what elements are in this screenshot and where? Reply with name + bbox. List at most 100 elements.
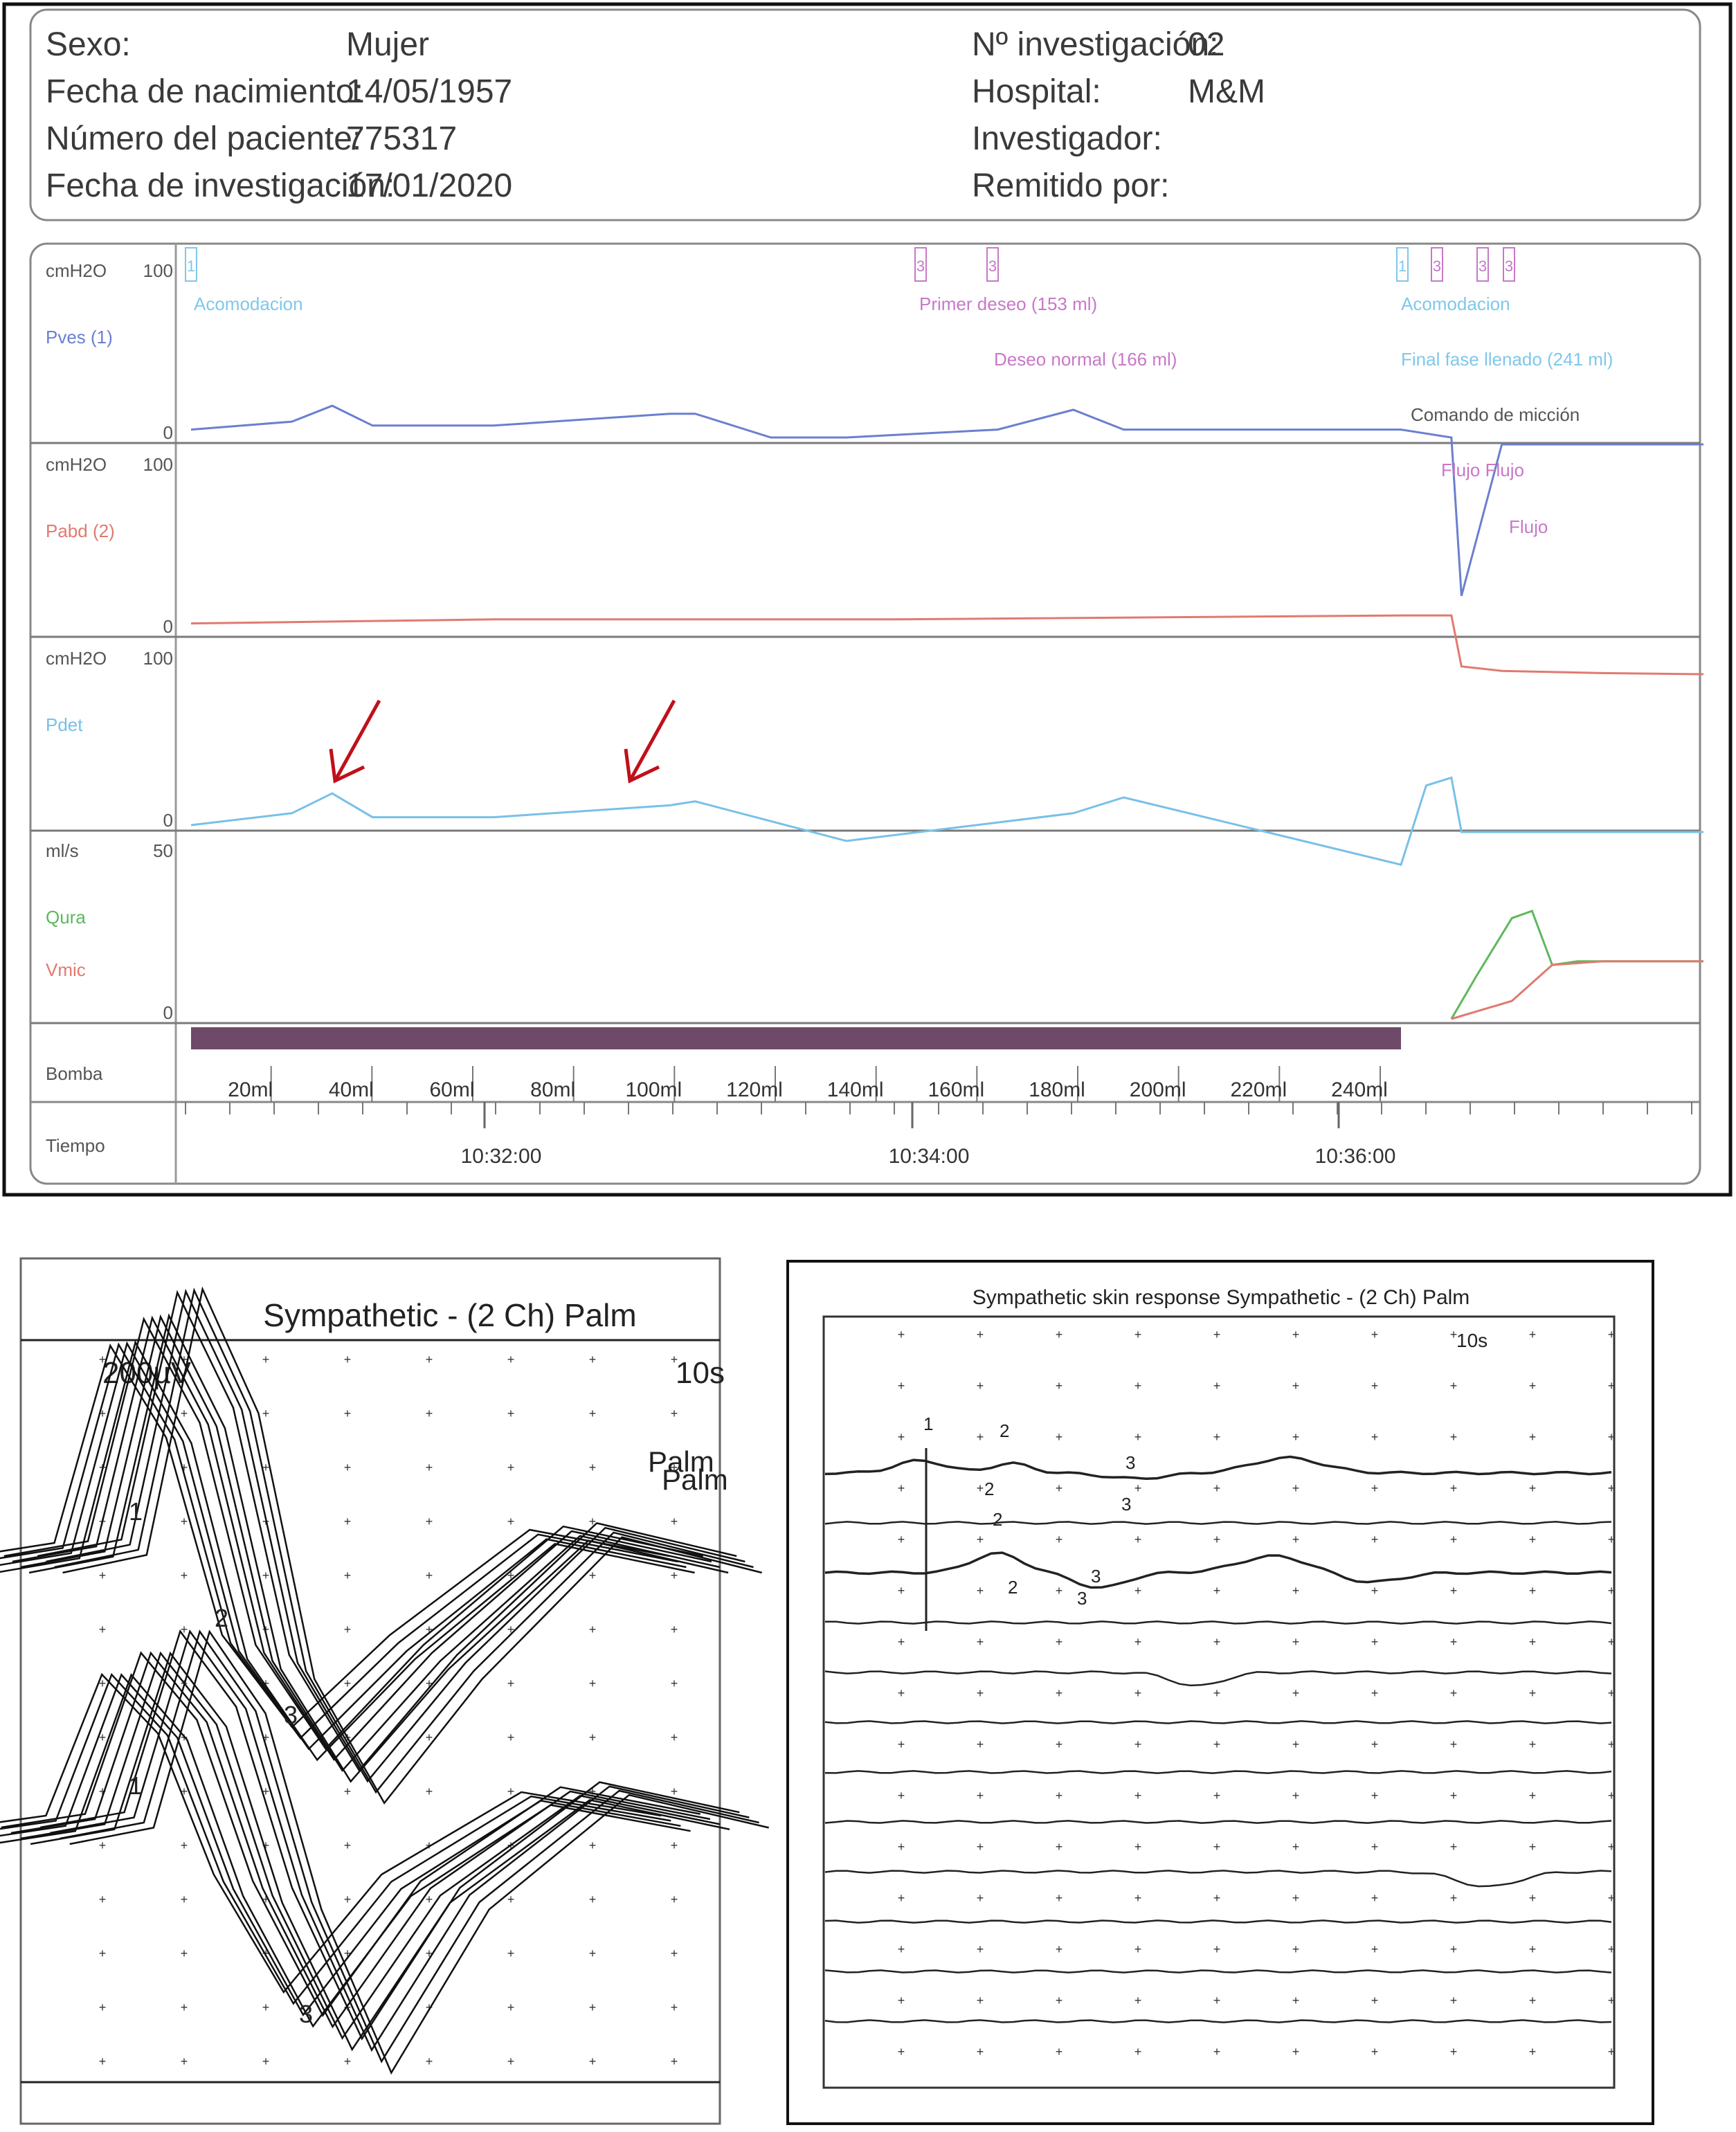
patient-no-label: Número del paciente: (46, 120, 361, 157)
event-accommodation2: Acomodacion (1401, 293, 1510, 314)
grid-dot: + (1134, 1379, 1142, 1393)
event-marker (1503, 247, 1515, 282)
grid-dot: + (671, 1785, 678, 1798)
patient-header-box (29, 8, 1701, 222)
grid-dot: + (507, 1785, 515, 1798)
trace-pves (190, 404, 1703, 597)
grid-dot: + (1292, 1379, 1300, 1393)
overlay-trace-upper (12, 1315, 712, 1762)
referred-label: Remitido por: (972, 168, 1169, 204)
grid-dot: + (977, 1994, 984, 2007)
grid-dot: + (507, 1569, 515, 1582)
grid-dot: + (426, 1785, 433, 1798)
grid-dot: + (589, 2000, 597, 2014)
grid-dot: + (977, 1942, 984, 1956)
event-marker-label: 3 (1479, 258, 1487, 275)
grid-dot: + (977, 1379, 984, 1393)
grid-dot: + (671, 1623, 678, 1636)
grid-dot: + (1371, 1686, 1379, 1700)
grid-dot: + (262, 1353, 270, 1366)
grid-dot: + (1450, 1840, 1458, 1854)
grid-dot: + (1056, 1328, 1063, 1341)
grid-dot: + (1450, 2045, 1458, 2059)
grid-dot: + (1608, 1686, 1616, 1700)
channel-grid (30, 442, 1700, 1024)
series-trace (824, 1720, 1612, 1724)
marker-1b: 1 (129, 1771, 143, 1800)
event-first-desire: Primer deseo (153 ml) (919, 293, 1097, 314)
event-marker (1476, 247, 1489, 282)
grid-dot: + (1056, 1942, 1063, 1956)
grid-dot: + (898, 1328, 905, 1341)
grid-dot: + (426, 1569, 433, 1582)
grid-dot: + (1529, 1635, 1537, 1649)
grid-dot: + (99, 1353, 107, 1366)
overlay-trace-lower (10, 1651, 711, 2029)
event-flow1: Flujo Flujo (1441, 460, 1524, 480)
grid-dot: + (1056, 1891, 1063, 1905)
grid-dot: + (1056, 1840, 1063, 1854)
event-marker-label: 1 (187, 258, 195, 275)
grid-dot: + (1213, 1789, 1221, 1803)
grid-dot: + (99, 2054, 107, 2068)
series-trace (824, 1620, 1612, 1625)
grid-dot: + (1134, 1533, 1142, 1546)
grid-dot: + (898, 1891, 905, 1905)
overlay-trace-lower (0, 1672, 671, 2005)
grid-dot: + (99, 1946, 107, 1960)
grid-dot: + (99, 1407, 107, 1420)
hospital-label: Hospital: (972, 73, 1101, 110)
grid-dot: + (1371, 1379, 1379, 1393)
s-marker-3c: 3 (1091, 1566, 1101, 1587)
event-end-filling: Final fase llenado (241 ml) (1401, 349, 1613, 370)
grid-dot: + (898, 1533, 905, 1546)
volume-tick-label: 160ml (928, 1078, 984, 1101)
grid-dot: + (1371, 1635, 1379, 1649)
grid-dot: + (181, 1839, 188, 1852)
grid-dot: + (1134, 1994, 1142, 2007)
grid-dot: + (426, 1407, 433, 1420)
grid-dot: + (1213, 1533, 1221, 1546)
grid-dot: + (1213, 1635, 1221, 1649)
time-ticks: 10:32:00 10:34:00 10:36:00 (185, 1102, 1692, 1168)
study-date-value: 17/01/2020 (346, 168, 512, 204)
s-marker-3d: 3 (1077, 1588, 1087, 1609)
overlay-trace-upper (3, 1317, 704, 1751)
grid-dot: + (1213, 2045, 1221, 2059)
channel-max: 100 (143, 648, 173, 669)
grid-dot: + (1529, 1430, 1537, 1444)
grid-dot: + (1056, 1533, 1063, 1546)
grid-dot: + (1213, 1328, 1221, 1341)
grid-dot: + (1134, 1942, 1142, 1956)
grid-dot: + (671, 1946, 678, 1960)
series-border (786, 1260, 1654, 2125)
series-trace (824, 1770, 1612, 1774)
channel-unit: cmH2O (46, 454, 107, 475)
grid-dot: + (1213, 1891, 1221, 1905)
grid-dot: + (1529, 1379, 1537, 1393)
overlay-trace-upper (62, 1286, 762, 1805)
grid-dot: + (1134, 1891, 1142, 1905)
grid-dot: + (262, 1677, 270, 1690)
grid-dot: + (1371, 1430, 1379, 1444)
grid-dot: + (1450, 1481, 1458, 1495)
grid-dot: + (181, 1353, 188, 1366)
volume-tick-label: 100ml (625, 1078, 682, 1101)
grid-dot: + (589, 1461, 597, 1474)
grid-dot: + (671, 1515, 678, 1528)
sex-value: Mujer (346, 26, 429, 63)
grid-dot: + (1608, 1737, 1616, 1751)
grid-dot: + (1056, 1686, 1063, 1700)
grid-dot: + (977, 1789, 984, 1803)
grid-dot: + (1371, 1584, 1379, 1598)
grid-dot: + (671, 1892, 678, 1906)
grid-dot: + (671, 2054, 678, 2068)
grid-dot: + (1134, 1481, 1142, 1495)
grid-dot: + (898, 1635, 905, 1649)
time-tick-label: 10:36:00 (1315, 1145, 1396, 1168)
overlay-trace-lower (0, 1673, 681, 2017)
grid-dot: + (507, 1353, 515, 1366)
volume-tick-label: 140ml (827, 1078, 884, 1101)
grid-dot: + (1213, 1840, 1221, 1854)
